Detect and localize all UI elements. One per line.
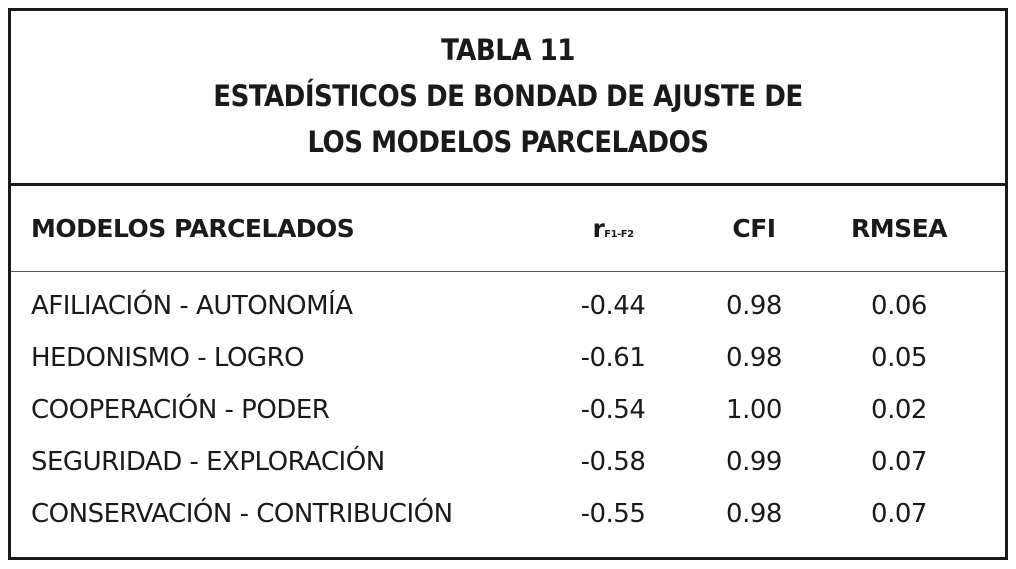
value-cell: -0.61 — [580, 343, 646, 373]
value-cell: 0.99 — [726, 447, 782, 477]
header-cell: rF1-F2 — [543, 214, 683, 243]
value-cell: 0.98 — [726, 499, 782, 529]
title-line: ESTADÍSTICOS DE BONDAD DE AJUSTE DE — [213, 79, 803, 113]
row-label: AFILIACIÓN - AUTONOMÍA — [31, 291, 353, 321]
header-rule — [11, 271, 1005, 272]
value-cell: 1.00 — [726, 395, 782, 425]
header-cell: RMSEA — [850, 214, 948, 243]
title-line: TABLA 11 — [441, 33, 575, 67]
value-cell: 0.98 — [726, 343, 782, 373]
header-r: r — [592, 214, 605, 243]
value-cell: 0.02 — [871, 395, 927, 425]
header-r-sub: F1-F2 — [604, 229, 634, 240]
value-cell: -0.55 — [580, 499, 646, 529]
value-cell: 0.07 — [871, 447, 927, 477]
value-cell: 0.07 — [871, 499, 927, 529]
row-label: SEGURIDAD - EXPLORACIÓN — [31, 447, 385, 477]
value-cell: -0.54 — [580, 395, 646, 425]
header-cell: MODELOS PARCELADOS — [31, 214, 355, 243]
value-cell: 0.05 — [871, 343, 927, 373]
row-label: CONSERVACIÓN - CONTRIBUCIÓN — [31, 499, 453, 529]
row-label: COOPERACIÓN - PODER — [31, 395, 330, 425]
value-cell: -0.58 — [580, 447, 646, 477]
title-line: LOS MODELOS PARCELADOS — [307, 125, 709, 159]
value-cell: 0.98 — [726, 291, 782, 321]
table-frame: TABLA 11 ESTADÍSTICOS DE BONDAD DE AJUST… — [8, 8, 1008, 560]
value-cell: 0.06 — [871, 291, 927, 321]
header-cell: CFI — [732, 214, 776, 243]
row-label: HEDONISMO - LOGRO — [31, 343, 305, 373]
value-cell: -0.44 — [580, 291, 646, 321]
title-box: TABLA 11 ESTADÍSTICOS DE BONDAD DE AJUST… — [11, 11, 1005, 186]
